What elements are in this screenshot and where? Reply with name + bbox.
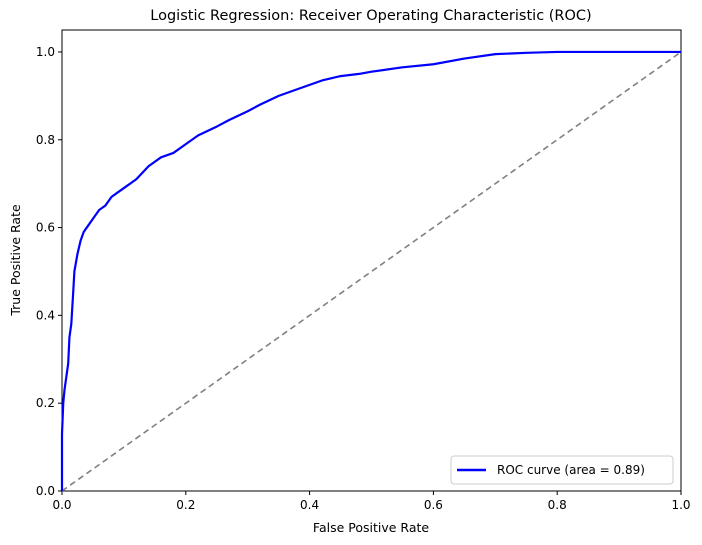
x-tick-label: 1.0 xyxy=(671,498,690,512)
x-tick-label: 0.2 xyxy=(176,498,195,512)
chart-title: Logistic Regression: Receiver Operating … xyxy=(150,8,591,24)
y-tick-label: 1.0 xyxy=(36,45,55,59)
y-tick-label: 0.6 xyxy=(36,221,55,235)
x-axis-ticks: 0.0 0.2 0.4 0.6 0.8 1.0 xyxy=(52,491,691,512)
x-tick-label: 0.4 xyxy=(300,498,319,512)
legend-box xyxy=(450,455,674,485)
roc-curve-line xyxy=(60,50,681,491)
y-tick-label: 0.4 xyxy=(36,308,55,322)
x-tick-label: 0.8 xyxy=(548,498,567,512)
x-tick-label: 0.0 xyxy=(52,498,71,512)
plot-frame xyxy=(61,29,682,492)
y-tick-label: 0.8 xyxy=(36,133,55,147)
x-tick-label: 0.6 xyxy=(424,498,443,512)
y-axis-ticks: 0.0 0.2 0.4 0.6 0.8 1.0 xyxy=(36,45,62,498)
chance-diagonal-line xyxy=(61,51,682,492)
x-axis-label: False Positive Rate xyxy=(313,520,429,535)
y-axis-label: True Positive Rate xyxy=(8,204,23,317)
y-tick-label: 0.0 xyxy=(36,484,55,498)
series-layer xyxy=(60,50,682,492)
y-tick-label: 0.2 xyxy=(36,396,55,410)
plot-area: 0.0 0.2 0.4 0.6 0.8 1.0 0.0 0.2 0.4 0.6 0.8 1.0 xyxy=(36,29,691,512)
legend-label-roc: ROC curve (area = 0.89) xyxy=(497,463,645,477)
legend: ROC curve (area = 0.89) xyxy=(450,455,674,485)
